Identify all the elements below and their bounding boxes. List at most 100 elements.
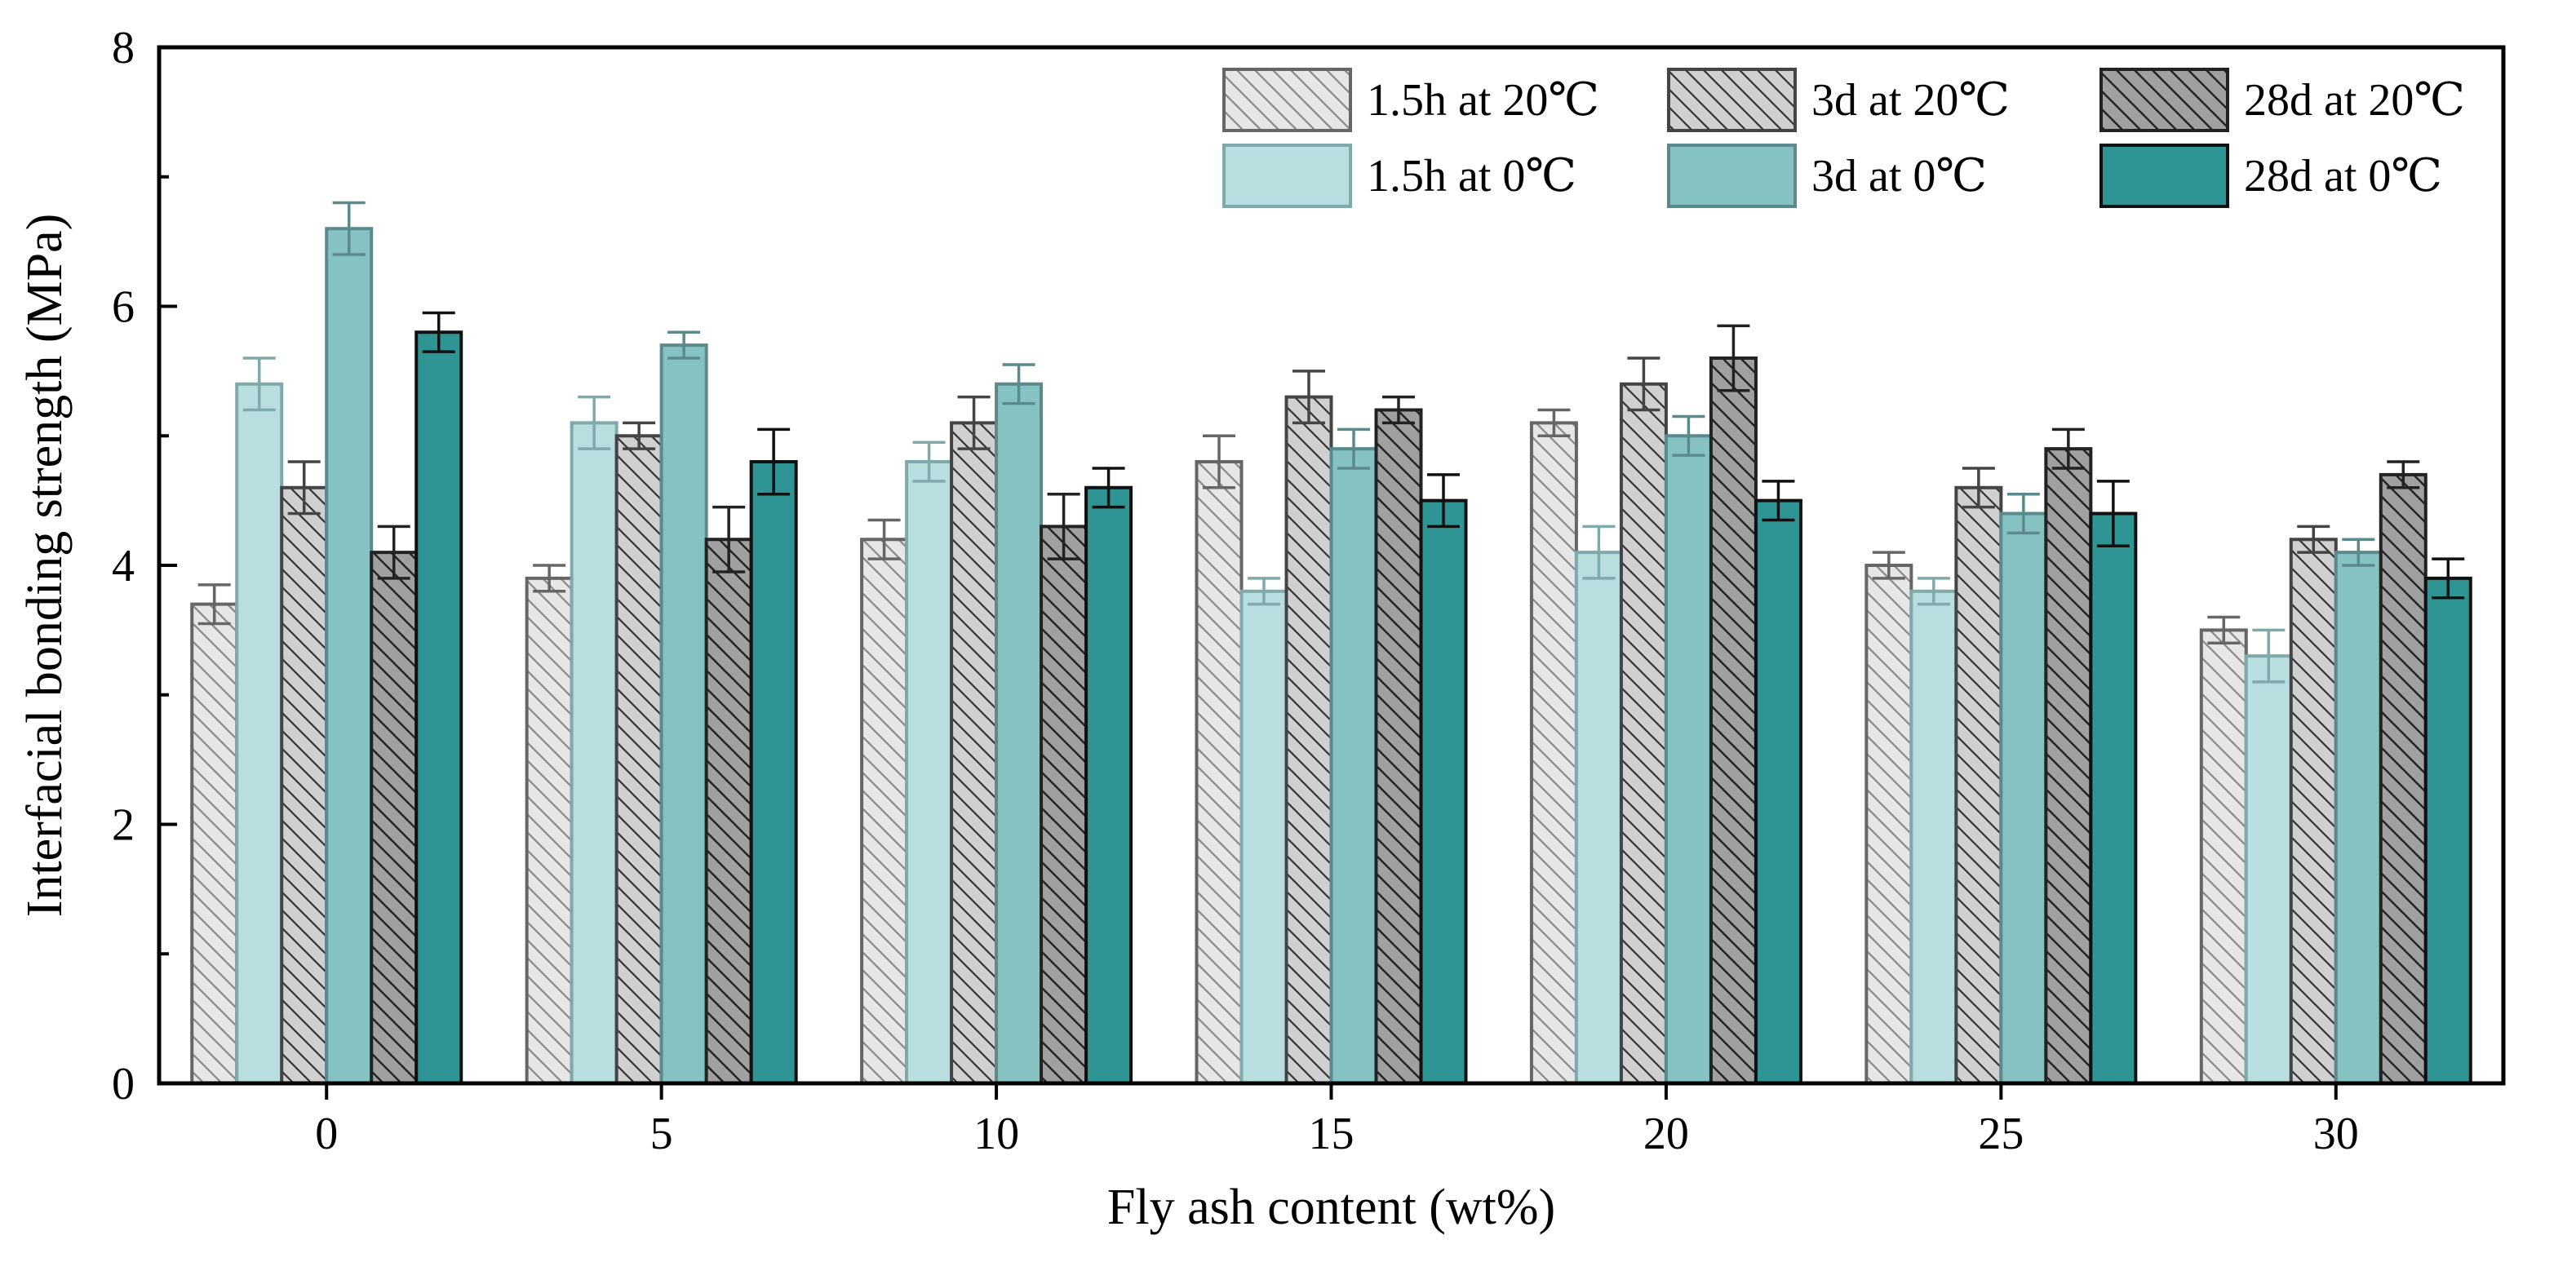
error-bar-28d-at-0--cat-10 [1092,467,1125,509]
legend-swatch [1667,68,1797,132]
error-bar-1-5h-at-0--cat-10 [912,441,946,483]
y-axis-title: Interfacial bonding strength (MPa) [17,214,73,918]
error-bar-1-5h-at-0--cat-15 [1248,577,1280,606]
bar-1-5h-at-0--cat-15 [1239,589,1288,1085]
legend-label: 1.5h at 0℃ [1367,151,1576,201]
error-bar-28d-at-0--cat-0 [422,311,455,353]
legend-label: 28d at 20℃ [2244,75,2465,126]
error-bar-28d-at-20--cat-20 [1717,324,1750,392]
bar-3d-at-0--cat-15 [1329,447,1378,1085]
error-bar-28d-at-20--cat-10 [1047,492,1080,560]
bar-3d-at-20--cat-25 [1954,485,2003,1085]
bar-28d-at-0--cat-10 [1084,485,1133,1085]
bar-1-5h-at-20--cat-0 [190,602,239,1085]
bar-3d-at-20--cat-10 [950,421,999,1085]
y-tick-label: 0 [112,1059,135,1109]
error-bar-3d-at-0--cat-0 [332,201,366,256]
legend-label: 1.5h at 20℃ [1367,75,1599,126]
bar-1-5h-at-20--cat-25 [1864,564,1913,1085]
legend-swatch [1222,144,1352,208]
x-tick-label: 10 [973,1109,1019,1159]
error-bar-28d-at-0--cat-5 [757,427,791,496]
error-bar-3d-at-20--cat-25 [1962,467,1995,509]
bar-3d-at-20--cat-0 [280,485,329,1085]
error-bar-3d-at-0--cat-20 [1672,414,1705,457]
bar-1-5h-at-0--cat-30 [2244,654,2293,1085]
bar-28d-at-20--cat-0 [370,551,419,1085]
error-bar-3d-at-0--cat-5 [667,330,701,360]
bar-1-5h-at-20--cat-15 [1195,460,1244,1085]
bar-28d-at-0--cat-0 [415,330,463,1085]
legend-swatch [1222,68,1352,132]
y-tick-label: 4 [112,541,135,591]
x-tick-label: 0 [315,1109,338,1159]
error-bar-28d-at-0--cat-30 [2432,557,2465,600]
error-bar-1-5h-at-0--cat-0 [242,356,276,412]
y-tick-label: 2 [112,800,135,851]
error-bar-3d-at-20--cat-0 [287,460,321,516]
error-bar-1-5h-at-20--cat-15 [1203,434,1235,489]
x-tick-label: 20 [1643,1109,1689,1159]
y-tick-label: 6 [112,282,135,333]
bar-1-5h-at-0--cat-0 [235,382,284,1085]
x-axis-title: Fly ash content (wt%) [1107,1180,1555,1235]
bar-28d-at-20--cat-10 [1040,525,1088,1085]
bar-1-5h-at-0--cat-10 [905,460,954,1085]
bar-28d-at-20--cat-20 [1709,356,1758,1085]
x-tick-label: 30 [2313,1109,2359,1159]
bar-3d-at-20--cat-30 [2289,538,2338,1085]
bar-3d-at-20--cat-20 [1619,382,1668,1085]
bar-3d-at-0--cat-0 [325,227,374,1085]
error-bar-3d-at-20--cat-10 [957,395,991,450]
legend-swatch [1667,144,1797,208]
error-bar-28d-at-0--cat-20 [1762,480,1795,522]
error-bar-1-5h-at-0--cat-5 [578,395,611,450]
error-bar-1-5h-at-20--cat-25 [1872,551,1905,580]
bar-1-5h-at-20--cat-10 [860,538,909,1085]
bar-28d-at-0--cat-20 [1754,498,1802,1085]
legend-label: 28d at 0℃ [2244,151,2442,201]
bar-3d-at-0--cat-25 [1999,511,2048,1085]
bar-1-5h-at-0--cat-25 [1909,589,1958,1085]
error-bar-1-5h-at-20--cat-20 [1537,408,1571,437]
bar-28d-at-20--cat-5 [704,538,753,1085]
error-bar-3d-at-20--cat-30 [2297,525,2330,554]
legend-label: 3d at 0℃ [1811,151,1987,201]
error-bar-3d-at-20--cat-15 [1292,370,1325,425]
error-bar-28d-at-20--cat-25 [2051,427,2085,470]
bar-28d-at-20--cat-15 [1374,408,1423,1085]
error-bar-1-5h-at-20--cat-30 [2207,615,2241,644]
bar-1-5h-at-20--cat-20 [1529,421,1578,1085]
error-bar-1-5h-at-20--cat-0 [197,583,231,626]
bar-28d-at-20--cat-30 [2379,472,2427,1085]
error-bar-1-5h-at-0--cat-25 [1917,577,1950,606]
bar-3d-at-0--cat-5 [659,343,708,1085]
y-tick-label: 8 [112,23,135,73]
bar-28d-at-0--cat-5 [749,460,798,1085]
bar-3d-at-20--cat-5 [614,434,663,1085]
bar-1-5h-at-0--cat-5 [570,421,619,1085]
x-tick-label: 5 [650,1109,673,1159]
legend-swatch [2099,68,2229,132]
error-bar-28d-at-20--cat-0 [377,525,410,580]
x-tick-label: 15 [1309,1109,1355,1159]
error-bar-3d-at-0--cat-30 [2342,538,2375,567]
bar-28d-at-0--cat-30 [2423,576,2472,1085]
error-bar-3d-at-20--cat-20 [1627,356,1660,412]
bar-28d-at-0--cat-15 [1419,498,1468,1085]
error-bar-3d-at-0--cat-15 [1337,427,1370,470]
error-bar-28d-at-20--cat-30 [2387,460,2420,489]
error-bar-28d-at-0--cat-25 [2096,480,2130,547]
error-bar-28d-at-0--cat-15 [1427,473,1460,529]
error-bar-28d-at-20--cat-15 [1382,395,1415,425]
bar-1-5h-at-0--cat-20 [1574,551,1623,1085]
error-bar-1-5h-at-0--cat-20 [1582,525,1616,580]
error-bar-3d-at-20--cat-5 [623,421,656,450]
legend-swatch [2099,144,2229,208]
bar-3d-at-0--cat-20 [1664,434,1713,1085]
bar-3d-at-0--cat-10 [995,382,1044,1085]
bar-1-5h-at-20--cat-30 [2199,628,2248,1085]
x-tick-label: 25 [1978,1109,2024,1159]
